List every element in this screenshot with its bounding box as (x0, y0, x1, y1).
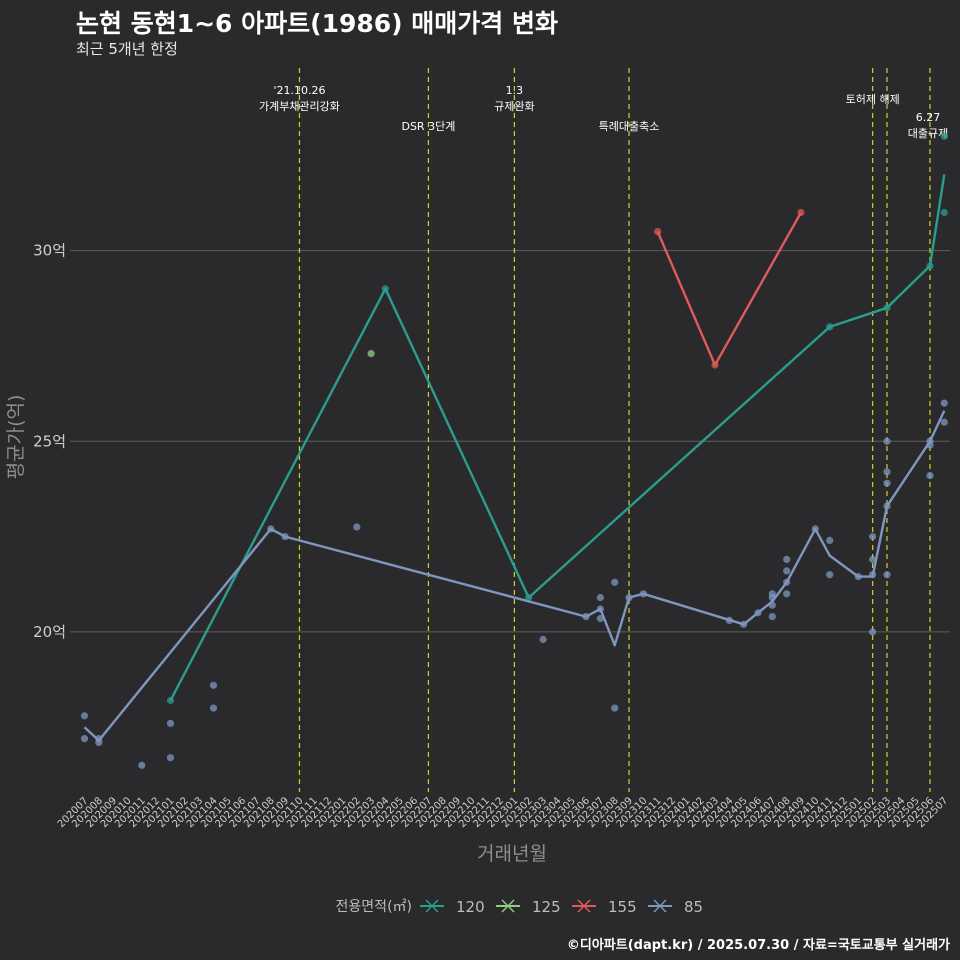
data-point-85 (826, 571, 834, 579)
data-point-120 (381, 285, 389, 293)
data-point-85 (625, 594, 633, 602)
series-line-155 (656, 211, 803, 367)
legend-label: 125 (532, 898, 561, 916)
annotation-label: 가계부채관리강화 (259, 100, 340, 113)
legend-key-mark (653, 899, 667, 913)
annotation-label: 대출규제 (908, 127, 948, 140)
chart-title: 논현 동현1~6 아파트(1986) 매매가격 변화 (76, 9, 558, 38)
data-point-85 (80, 735, 89, 743)
data-point-85 (783, 578, 791, 586)
data-point-85 (854, 573, 862, 581)
legend-label: 85 (684, 898, 703, 916)
data-point-85 (768, 613, 776, 621)
data-point-85 (883, 437, 891, 445)
legend-label: 155 (608, 898, 637, 916)
data-point-85 (811, 525, 819, 533)
data-point-120 (166, 696, 175, 705)
data-point-85 (783, 555, 791, 564)
data-point-120 (940, 208, 948, 217)
data-point-85 (883, 502, 891, 510)
data-point-85 (926, 441, 934, 449)
source-caption: ©디아파트(dapt.kr) / 2025.07.30 / 자료=국토교통부 실… (566, 938, 950, 953)
data-point-85 (754, 609, 762, 617)
data-point-85 (353, 523, 361, 531)
data-point-85 (883, 479, 891, 487)
annotation-label: 특례대출축소 (599, 120, 660, 133)
data-point-85 (166, 754, 175, 762)
data-point-85 (611, 704, 619, 712)
data-point-85 (869, 533, 877, 541)
data-point-85 (539, 635, 547, 644)
data-point-85 (768, 601, 776, 609)
data-point-85 (740, 620, 748, 628)
data-point-85 (783, 590, 791, 598)
data-point-120 (940, 132, 948, 140)
legend-key-mark (425, 899, 439, 913)
data-point-85 (209, 704, 218, 712)
data-point-85 (80, 712, 89, 720)
y-tick-label: 30억 (33, 242, 66, 260)
legend-key-mark (501, 899, 515, 913)
data-point-85 (281, 533, 289, 541)
data-point-85 (869, 571, 877, 579)
data-point-120 (883, 304, 891, 312)
data-point-120 (525, 594, 533, 602)
annotation-label: '21.10.26 (273, 84, 325, 97)
annotation-label: 토허제 해제 (846, 92, 900, 106)
data-point-85 (869, 555, 877, 564)
data-point-120 (926, 262, 934, 270)
data-point-85 (596, 614, 605, 623)
data-point-155 (797, 208, 805, 217)
data-point-85 (267, 525, 275, 533)
data-point-120 (826, 323, 834, 331)
data-point-85 (596, 605, 605, 613)
y-axis-title: 평균가(억) (5, 395, 27, 480)
data-point-85 (611, 578, 619, 586)
annotation-label: 6.27 (916, 111, 941, 124)
series-line-120 (169, 174, 946, 702)
data-point-125 (367, 350, 375, 358)
annotation-label: 규제완화 (494, 100, 534, 113)
data-point-85 (883, 468, 891, 476)
y-tick-label: 25억 (33, 432, 66, 450)
annotation-label: DSR 3단계 (401, 120, 455, 133)
data-point-85 (209, 681, 218, 689)
legend-label: 120 (456, 898, 485, 916)
annotation-label: 1.3 (506, 84, 524, 97)
data-point-85 (596, 594, 605, 602)
data-point-85 (95, 738, 103, 747)
data-point-85 (138, 761, 146, 769)
data-point-85 (869, 628, 877, 636)
y-tick-label: 20억 (33, 623, 66, 641)
legend-title: 전용면적(㎡) (336, 899, 412, 915)
data-point-85 (768, 594, 776, 602)
data-point-85 (639, 590, 648, 598)
data-point-85 (883, 571, 891, 579)
data-point-85 (783, 567, 791, 575)
data-point-85 (725, 616, 734, 625)
x-axis-title: 거래년월 (477, 843, 547, 865)
data-point-85 (926, 472, 934, 480)
legend-key-mark (577, 899, 591, 913)
data-point-155 (654, 228, 662, 236)
data-point-85 (582, 613, 590, 621)
data-point-85 (166, 719, 175, 728)
data-point-85 (826, 536, 834, 545)
data-point-85 (940, 418, 948, 426)
chart-subtitle: 최근 5개년 한정 (76, 40, 178, 58)
data-point-155 (711, 361, 719, 369)
data-point-85 (940, 399, 948, 407)
